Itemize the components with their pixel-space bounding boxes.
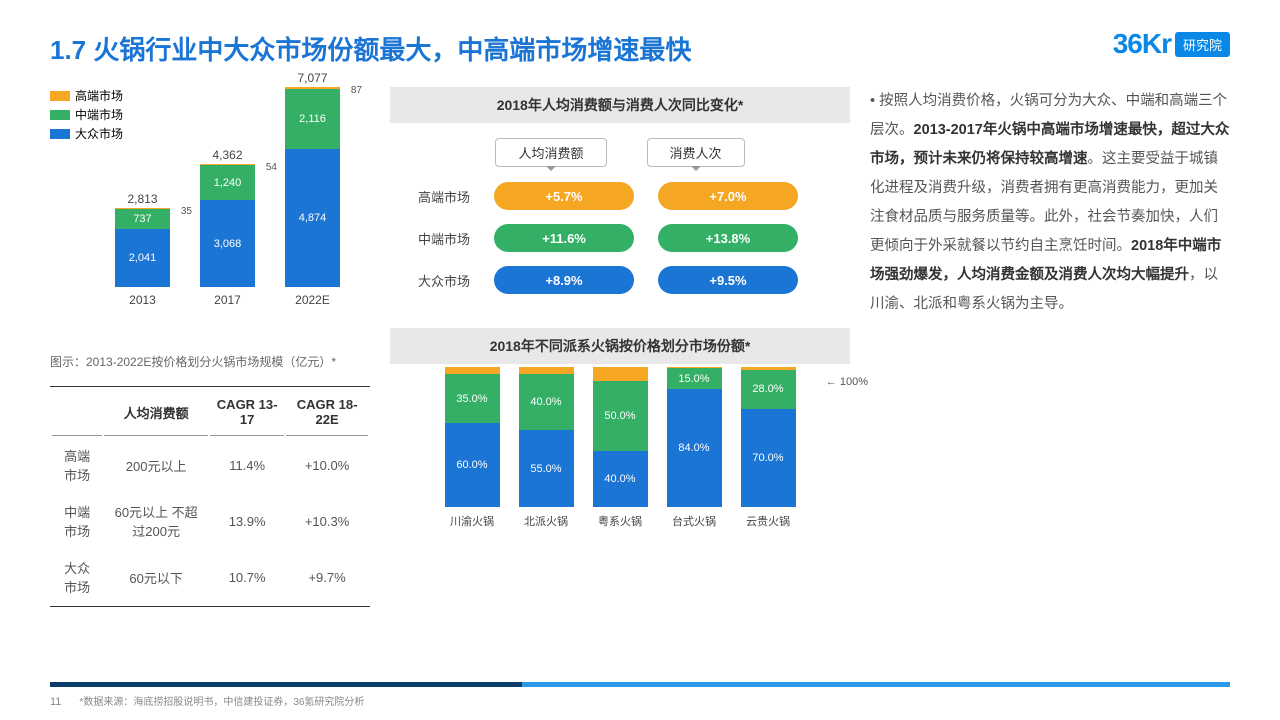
share-bar: 84.0%15.0%台式火锅 bbox=[663, 367, 725, 529]
cagr-table: 人均消费额CAGR 13-17CAGR 18-22E 高端市场200元以上11.… bbox=[50, 386, 370, 607]
share-bar: 60.0%35.0%川渝火锅 bbox=[441, 367, 503, 529]
panel1-title: 2018年人均消费额与消费人次同比变化* bbox=[390, 87, 850, 123]
share-bar: 55.0%40.0%北派火锅 bbox=[515, 367, 577, 529]
share-bar: 40.0%50.0%粤系火锅 bbox=[589, 367, 651, 529]
logo-suffix: 研究院 bbox=[1175, 32, 1230, 57]
bar-column: 7,0774,8742,116872022E bbox=[285, 71, 340, 307]
pill-header: 消费人次 bbox=[647, 138, 745, 167]
page-number: 11 bbox=[50, 696, 61, 708]
pill-row: 高端市场+5.7%+7.0% bbox=[390, 182, 850, 210]
chart1-caption: 图示：2013-2022E按价格划分火锅市场规模（亿元）* bbox=[50, 353, 370, 370]
bar-column: 2,8132,041737352013 bbox=[115, 192, 170, 307]
legend-item: 大众市场 bbox=[50, 125, 123, 142]
hundred-percent-label: ← 100% bbox=[826, 376, 868, 388]
stacked-bar-chart: 高端市场中端市场大众市场 2,8132,041737352013 4,3623,0… bbox=[50, 87, 370, 347]
pill-header: 人均消费额 bbox=[495, 138, 606, 167]
footer: 11 *数据来源：海底捞招股说明书，中信建投证券，36氪研究院分析 bbox=[50, 682, 1230, 708]
source-note: *数据来源：海底捞招股说明书，中信建投证券，36氪研究院分析 bbox=[79, 697, 364, 708]
slide-title: 1.7 火锅行业中大众市场份额最大，中高端市场增速最快 bbox=[50, 30, 1230, 67]
pill-row: 大众市场+8.9%+9.5% bbox=[390, 266, 850, 294]
legend-item: 中端市场 bbox=[50, 106, 123, 123]
legend-item: 高端市场 bbox=[50, 87, 123, 104]
bar-column: 4,3623,0681,240542017 bbox=[200, 148, 255, 307]
body-text: • 按照人均消费价格，火锅可分为大众、中端和高端三个层次。2013-2017年火… bbox=[870, 87, 1230, 667]
yoy-change-panel: 人均消费额 消费人次 高端市场+5.7%+7.0% 中端市场+11.6%+13.8%… bbox=[390, 123, 850, 328]
share-bar: 70.0%28.0%云贵火锅 bbox=[737, 367, 799, 529]
pill-row: 中端市场+11.6%+13.8% bbox=[390, 224, 850, 252]
logo-brand: 36Kr bbox=[1113, 28, 1171, 60]
logo: 36Kr 研究院 bbox=[1113, 28, 1230, 60]
panel2-title: 2018年不同派系火锅按价格划分市场份额* bbox=[390, 328, 850, 364]
share-bar-chart: 60.0%35.0%川渝火锅55.0%40.0%北派火锅40.0%50.0%粤系… bbox=[390, 364, 850, 554]
